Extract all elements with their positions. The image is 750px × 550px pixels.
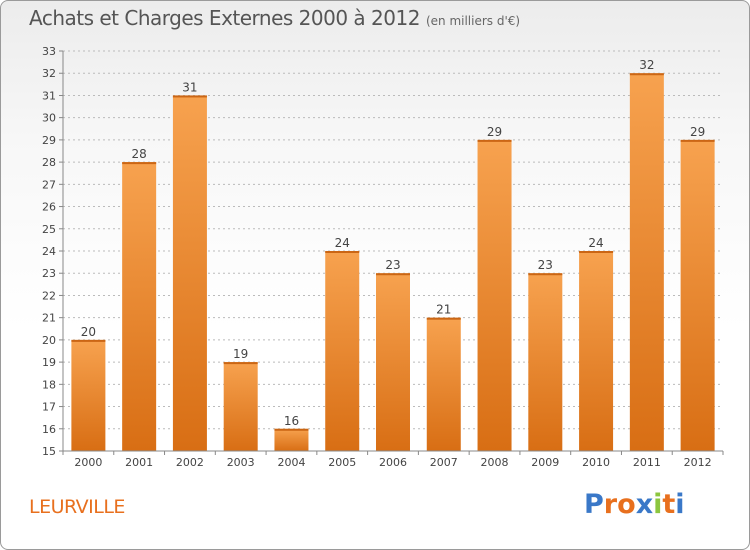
- bar: [376, 273, 410, 451]
- bar: [477, 139, 512, 451]
- bar-value-label: 24: [335, 236, 350, 250]
- location-label: LEURVILLE: [29, 496, 125, 518]
- proxiti-logo: Proxiti: [584, 489, 685, 520]
- y-tick-label: 21: [42, 312, 56, 325]
- bar: [325, 251, 360, 451]
- bar-top-edge: [579, 251, 614, 253]
- bar-top-edge: [274, 428, 309, 431]
- y-tick-label: 27: [42, 178, 56, 191]
- x-tick-label: 2012: [684, 456, 712, 469]
- bar: [71, 339, 106, 451]
- bar-value-label: 23: [538, 258, 553, 272]
- y-tick-label: 16: [42, 423, 56, 436]
- x-tick-label: 2001: [125, 456, 153, 469]
- y-tick-label: 17: [42, 401, 56, 414]
- bar-value-label: 23: [385, 258, 400, 272]
- y-tick-label: 31: [42, 89, 56, 102]
- chart-title: Achats et Charges Externes 2000 à 2012 (e…: [29, 6, 520, 30]
- y-tick-label: 25: [42, 223, 56, 236]
- logo-letter: i: [653, 489, 663, 520]
- x-tick-label: 2003: [227, 456, 255, 469]
- bar: [680, 139, 715, 451]
- bar-top-edge: [223, 362, 258, 365]
- y-tick-label: 29: [42, 134, 56, 147]
- bar: [426, 317, 461, 451]
- bar-value-label: 32: [639, 58, 654, 72]
- logo-letter: i: [675, 489, 685, 520]
- bar: [223, 362, 258, 451]
- y-tick-label: 15: [42, 445, 56, 458]
- x-tick-label: 2006: [379, 456, 407, 469]
- bar-top-edge: [680, 139, 715, 142]
- logo-letter: o: [617, 489, 636, 520]
- x-tick-label: 2009: [531, 456, 559, 469]
- logo-letter: x: [635, 489, 654, 520]
- y-axis-ticks: 15 16 17 18 19 20 21 22 23 24 25 26 27 28 29 30 31 32 33: [42, 45, 64, 458]
- y-tick-label: 18: [42, 378, 56, 391]
- bar-value-label: 31: [182, 80, 197, 94]
- bar-top-edge: [71, 339, 106, 342]
- bar-top-edge: [172, 95, 207, 98]
- bar-value-label: 28: [132, 147, 147, 161]
- y-tick-label: 20: [42, 334, 56, 347]
- y-tick-label: 24: [42, 245, 56, 258]
- y-tick-label: 30: [42, 112, 56, 125]
- bar-value-label: 20: [81, 325, 96, 339]
- bar-top-edge: [477, 139, 512, 142]
- bar-value-label: 16: [284, 414, 299, 428]
- bar-value-label: 29: [690, 125, 705, 139]
- y-tick-label: 23: [42, 267, 56, 280]
- bar: [579, 251, 614, 451]
- bar-value-label: 19: [233, 347, 248, 361]
- x-tick-label: 2005: [328, 456, 356, 469]
- x-tick-label: 2002: [176, 456, 204, 469]
- bar-value-label: 29: [487, 125, 502, 139]
- y-tick-label: 33: [42, 45, 56, 58]
- y-tick-label: 19: [42, 356, 56, 369]
- x-tick-label: 2007: [430, 456, 458, 469]
- chart-title-text: Achats et Charges Externes 2000 à 2012: [29, 6, 420, 30]
- logo-letter: P: [584, 489, 604, 520]
- x-tick-label: 2011: [633, 456, 661, 469]
- bar-top-edge: [426, 317, 461, 320]
- x-tick-label: 2004: [277, 456, 305, 469]
- bar-top-edge: [528, 273, 563, 276]
- bar: [528, 273, 563, 451]
- y-tick-label: 32: [42, 67, 56, 80]
- y-tick-label: 26: [42, 201, 56, 214]
- bar: [122, 162, 157, 451]
- x-tick-label: 2000: [74, 456, 102, 469]
- y-tick-label: 28: [42, 156, 56, 169]
- bar-top-edge: [122, 162, 157, 165]
- bar: [274, 428, 309, 451]
- bar-value-label: 21: [436, 303, 451, 317]
- bar-top-edge: [629, 73, 664, 76]
- bar: [629, 73, 664, 451]
- logo-letter: r: [603, 489, 618, 520]
- chart-subtitle: (en milliers d'€): [425, 14, 521, 28]
- x-tick-label: 2008: [481, 456, 509, 469]
- y-tick-label: 22: [42, 289, 56, 302]
- bar: [172, 95, 207, 451]
- bar-top-edge: [376, 273, 410, 276]
- logo-letter: t: [662, 489, 676, 520]
- bars: 20 28 31 19 16 24 23 21 29 23 24 32 29: [71, 58, 715, 451]
- x-tick-label: 2010: [582, 456, 610, 469]
- bar-value-label: 24: [588, 236, 603, 250]
- x-axis-ticks: 2000 2001 2002 2003 2004 2005 2006 2007 2008 2009…: [62, 450, 724, 469]
- bar-top-edge: [325, 251, 360, 253]
